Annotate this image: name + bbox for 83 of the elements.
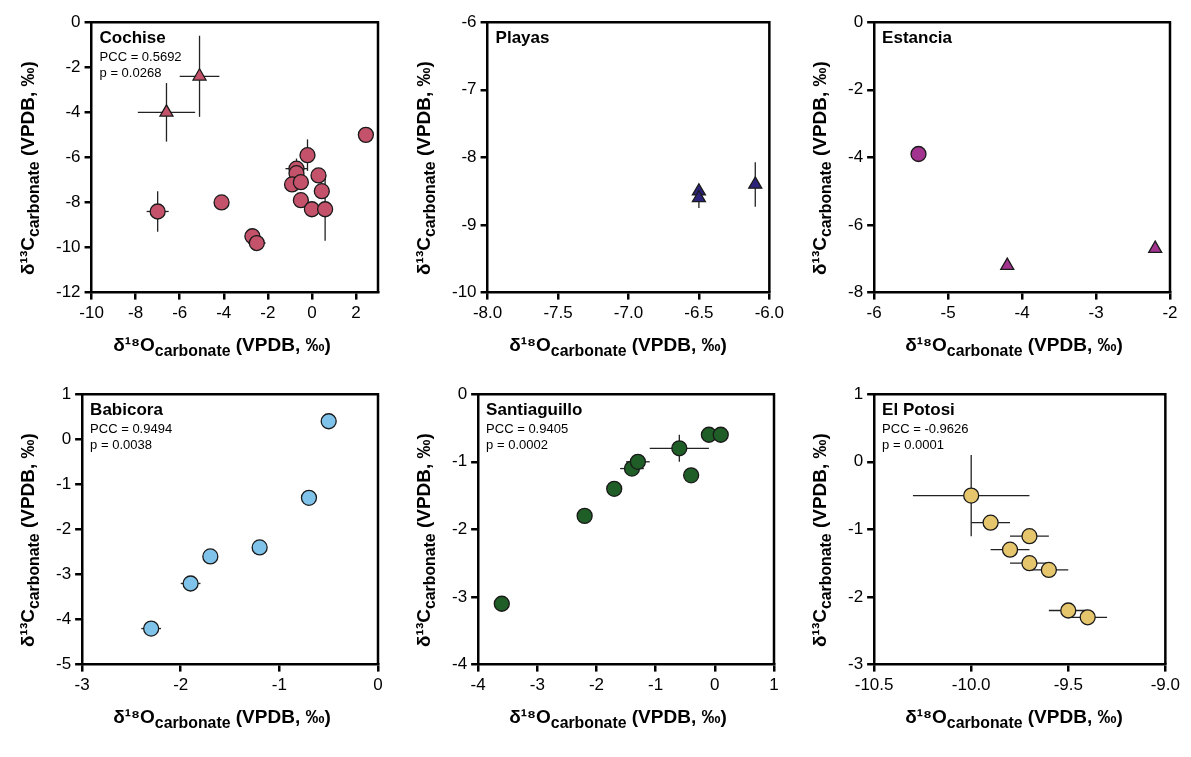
chart-title: Santiaguillo	[486, 400, 583, 420]
y-tick-label: -9	[461, 214, 477, 234]
x-tick-label: -10.5	[854, 675, 894, 695]
x-tick-label: -8	[128, 303, 144, 323]
y-tick-label: 1	[61, 383, 72, 403]
y-tick-label: 0	[853, 451, 864, 471]
y-tick-label: -1	[847, 519, 864, 539]
x-axis-title: δ¹⁸O$_{carbonate}$ (VPDB, ‰)	[112, 706, 332, 732]
x-axis-title: δ¹⁸O$_{carbonate}$ (VPDB, ‰)	[508, 706, 728, 732]
x-tick-label: -4	[216, 303, 232, 323]
y-tick-label: -4	[847, 147, 864, 167]
y-tick-label: -8	[65, 192, 81, 212]
y-tick-label: -1	[451, 451, 468, 471]
x-axis-title: δ¹⁸O$_{carbonate}$ (VPDB, ‰)	[508, 334, 728, 360]
x-tick-label: -7.0	[613, 303, 644, 323]
x-tick-label: -3	[529, 675, 545, 695]
x-tick-label: 0	[373, 675, 383, 695]
annotation: p = 0.0001	[882, 437, 944, 453]
x-tick-label: -6.0	[754, 303, 784, 323]
x-tick-label: -10.0	[951, 675, 991, 695]
y-tick-label: 0	[457, 383, 468, 403]
x-tick-label: -7.5	[543, 303, 573, 323]
x-tick-label: -3	[1088, 303, 1104, 323]
y-tick-label: 1	[853, 383, 864, 403]
annotation: PCC = 0.5692	[99, 49, 182, 65]
y-tick-label: -2	[847, 586, 864, 606]
x-tick-label: -10	[79, 303, 104, 323]
y-tick-label: -2	[451, 519, 468, 539]
y-tick-label: -4	[55, 609, 72, 629]
y-tick-label: -6	[847, 214, 864, 234]
x-tick-label: -8.0	[472, 303, 503, 323]
x-tick-label: -2	[260, 303, 276, 323]
y-tick-label: -2	[847, 79, 864, 99]
x-axis-title: δ¹⁸O$_{carbonate}$ (VPDB, ‰)	[112, 334, 332, 360]
y-tick-label: -7	[461, 79, 477, 99]
annotation: p = 0.0002	[486, 437, 548, 453]
x-tick-label: -6	[172, 303, 188, 323]
x-tick-label: -4	[1014, 303, 1030, 323]
x-tick-label: -6.5	[684, 303, 714, 323]
x-tick-label: -1	[271, 675, 287, 695]
y-tick-label: -1	[55, 474, 72, 494]
x-axis-title: δ¹⁸O$_{carbonate}$ (VPDB, ‰)	[904, 706, 1124, 732]
y-tick-label: -12	[55, 282, 81, 302]
annotation: PCC = 0.9405	[486, 421, 569, 437]
chart-title: El Potosi	[882, 400, 955, 420]
annotation: PCC = -0.9626	[882, 421, 969, 437]
y-tick-label: 0	[71, 11, 81, 31]
x-tick-label: 0	[710, 675, 720, 695]
y-tick-label: -10	[451, 282, 477, 302]
x-tick-label: 1	[769, 675, 779, 695]
x-tick-label: -9.5	[1053, 675, 1083, 695]
y-tick-label: 0	[61, 428, 72, 448]
x-tick-label: -2	[1162, 303, 1178, 323]
x-tick-label: -2	[588, 675, 605, 695]
y-tick-label: -4	[451, 654, 468, 674]
chart-title: Playas	[495, 28, 550, 48]
x-tick-label: -9.0	[1150, 675, 1180, 695]
y-tick-label: 0	[853, 11, 864, 31]
x-tick-label: -2	[173, 675, 189, 695]
x-tick-label: 0	[307, 303, 317, 323]
chart-title: Babicora	[90, 400, 164, 420]
annotation: p = 0.0268	[99, 65, 162, 81]
y-tick-label: -8	[461, 147, 477, 167]
y-tick-label: -6	[461, 11, 477, 31]
x-tick-label: -6	[866, 303, 882, 323]
x-axis-title: δ¹⁸O$_{carbonate}$ (VPDB, ‰)	[904, 334, 1124, 360]
y-tick-label: -4	[65, 102, 81, 122]
y-tick-label: -2	[55, 519, 72, 539]
y-tick-label: -8	[847, 282, 864, 302]
y-tick-label: -6	[65, 147, 81, 167]
chart-title: Estancia	[882, 28, 953, 48]
y-tick-label: -10	[55, 237, 81, 257]
y-tick-label: -5	[55, 654, 72, 674]
chart-title: Cochise	[99, 28, 166, 48]
y-tick-label: -2	[65, 56, 81, 76]
y-tick-label: -3	[451, 586, 468, 606]
y-tick-label: -3	[55, 564, 72, 584]
x-tick-label: -1	[648, 675, 664, 695]
x-tick-label: 2	[351, 303, 361, 323]
annotation: PCC = 0.9494	[90, 421, 173, 437]
x-tick-label: -5	[940, 303, 956, 323]
y-tick-label: -3	[847, 654, 864, 674]
annotation: p = 0.0038	[90, 437, 152, 453]
